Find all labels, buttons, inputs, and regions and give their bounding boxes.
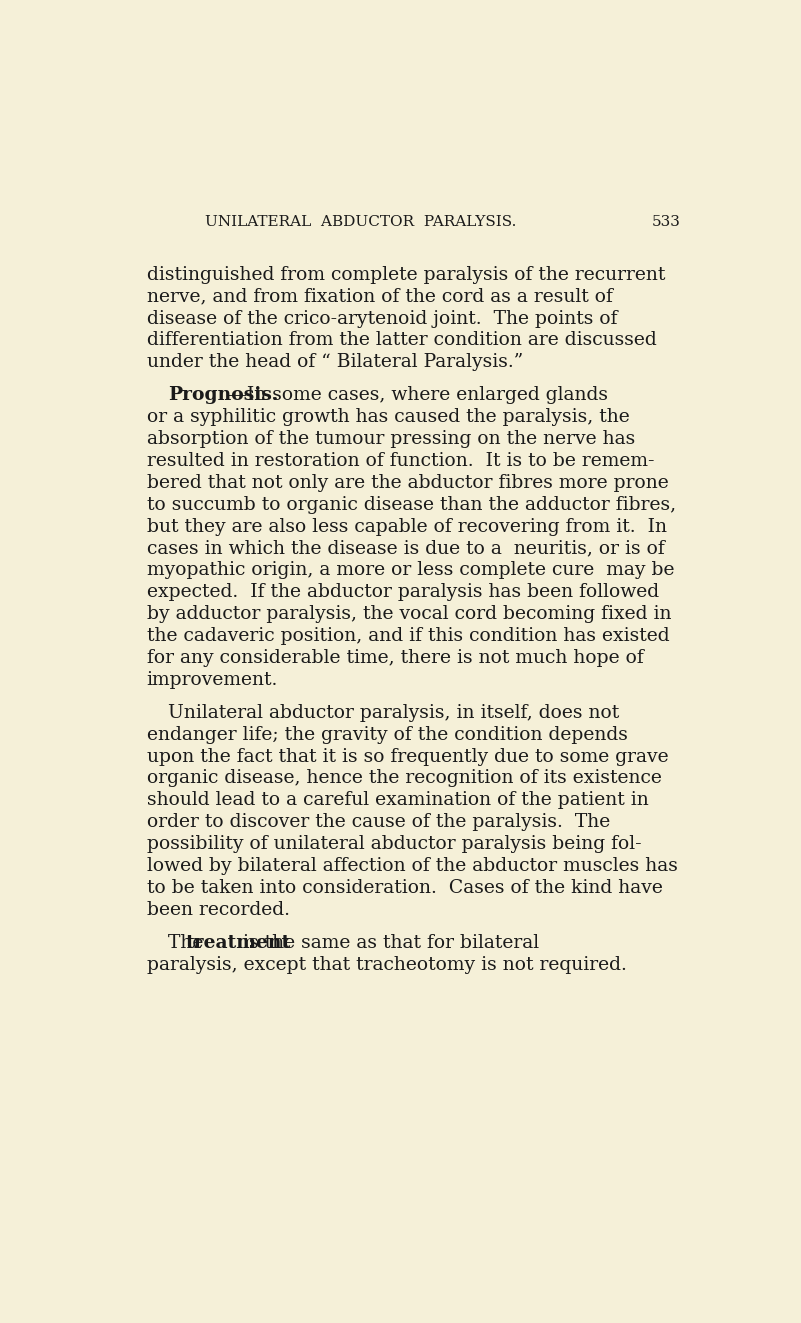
Text: 533: 533 xyxy=(652,214,681,229)
Text: improvement.: improvement. xyxy=(147,671,278,689)
Text: resulted in restoration of function.  It is to be remem-: resulted in restoration of function. It … xyxy=(147,452,654,470)
Text: upon the fact that it is so frequently due to some grave: upon the fact that it is so frequently d… xyxy=(147,747,668,766)
Text: the cadaveric position, and if this condition has existed: the cadaveric position, and if this cond… xyxy=(147,627,670,646)
Text: been recorded.: been recorded. xyxy=(147,901,290,919)
Text: but they are also less capable of recovering from it.  In: but they are also less capable of recove… xyxy=(147,517,666,536)
Text: The: The xyxy=(168,934,210,951)
Text: possibility of unilateral abductor paralysis being fol-: possibility of unilateral abductor paral… xyxy=(147,835,642,853)
Text: to be taken into consideration.  Cases of the kind have: to be taken into consideration. Cases of… xyxy=(147,878,662,897)
Text: Prognosis.: Prognosis. xyxy=(168,386,279,405)
Text: organic disease, hence the recognition of its existence: organic disease, hence the recognition o… xyxy=(147,770,662,787)
Text: cases in which the disease is due to a  neuritis, or is of: cases in which the disease is due to a n… xyxy=(147,540,665,557)
Text: treatment: treatment xyxy=(186,934,291,951)
Text: bered that not only are the abductor fibres more prone: bered that not only are the abductor fib… xyxy=(147,474,668,492)
Text: should lead to a careful examination of the patient in: should lead to a careful examination of … xyxy=(147,791,649,810)
Text: under the head of “ Bilateral Paralysis.”: under the head of “ Bilateral Paralysis.… xyxy=(147,353,523,372)
Text: Unilateral abductor paralysis, in itself, does not: Unilateral abductor paralysis, in itself… xyxy=(168,704,620,722)
Text: UNILATERAL  ABDUCTOR  PARALYSIS.: UNILATERAL ABDUCTOR PARALYSIS. xyxy=(205,214,517,229)
Text: differentiation from the latter condition are discussed: differentiation from the latter conditio… xyxy=(147,332,657,349)
Text: disease of the crico-arytenoid joint.  The points of: disease of the crico-arytenoid joint. Th… xyxy=(147,310,618,328)
Text: myopathic origin, a more or less complete cure  may be: myopathic origin, a more or less complet… xyxy=(147,561,674,579)
Text: by adductor paralysis, the vocal cord becoming fixed in: by adductor paralysis, the vocal cord be… xyxy=(147,605,671,623)
Text: absorption of the tumour pressing on the nerve has: absorption of the tumour pressing on the… xyxy=(147,430,635,448)
Text: lowed by bilateral affection of the abductor muscles has: lowed by bilateral affection of the abdu… xyxy=(147,857,678,875)
Text: endanger life; the gravity of the condition depends: endanger life; the gravity of the condit… xyxy=(147,726,627,744)
Text: distinguished from complete paralysis of the recurrent: distinguished from complete paralysis of… xyxy=(147,266,665,283)
Text: for any considerable time, there is not much hope of: for any considerable time, there is not … xyxy=(147,650,643,667)
Text: order to discover the cause of the paralysis.  The: order to discover the cause of the paral… xyxy=(147,814,610,831)
Text: expected.  If the abductor paralysis has been followed: expected. If the abductor paralysis has … xyxy=(147,583,658,602)
Text: nerve, and from fixation of the cord as a result of: nerve, and from fixation of the cord as … xyxy=(147,287,613,306)
Text: is the same as that for bilateral: is the same as that for bilateral xyxy=(237,934,539,951)
Text: —In some cases, where enlarged glands: —In some cases, where enlarged glands xyxy=(228,386,608,405)
Text: to succumb to organic disease than the adductor fibres,: to succumb to organic disease than the a… xyxy=(147,496,676,513)
Text: paralysis, except that tracheotomy is not required.: paralysis, except that tracheotomy is no… xyxy=(147,955,626,974)
Text: or a syphilitic growth has caused the paralysis, the: or a syphilitic growth has caused the pa… xyxy=(147,407,630,426)
